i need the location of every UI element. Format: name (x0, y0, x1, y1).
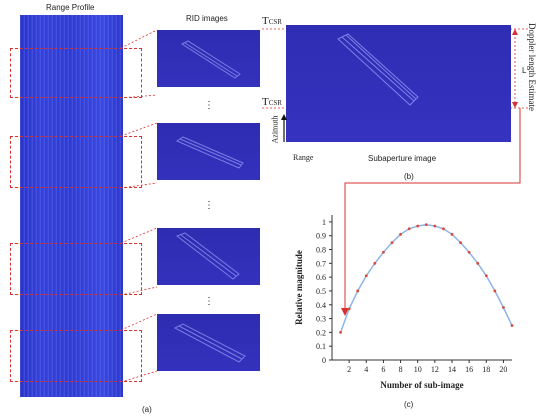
data-point (484, 274, 488, 278)
x-tick-label: 20 (499, 365, 507, 374)
range-profile-title: Range Profile (46, 3, 95, 12)
length-l-label: L (522, 66, 527, 75)
x-tick-label: 2 (347, 365, 351, 374)
x-tick-label: 16 (465, 365, 473, 374)
data-point (493, 289, 497, 293)
y-tick-label: 0.8 (316, 246, 326, 255)
x-tick-label: 6 (381, 365, 385, 374)
y-tick-label: 1 (322, 218, 326, 227)
tcsr-bottom-t: T (262, 96, 269, 108)
panel-b-label: (b) (404, 172, 414, 181)
data-point (510, 324, 514, 327)
data-point (416, 224, 420, 228)
data-point (399, 232, 402, 236)
data-point (459, 241, 462, 245)
rid-image-1 (157, 30, 260, 87)
range-selection-box-2 (10, 136, 142, 188)
y-tick-label: 0.9 (316, 232, 326, 241)
data-point (382, 250, 385, 254)
range-axis-label: Range (293, 153, 314, 162)
data-point (390, 241, 394, 245)
tcsr-top-label: TCSR (262, 15, 282, 27)
series-line (339, 223, 513, 333)
data-point (356, 289, 360, 293)
range-profile-image (20, 15, 123, 397)
data-point (433, 224, 437, 228)
data-point (364, 274, 368, 278)
data-point (373, 261, 377, 265)
data-point (450, 232, 454, 236)
panel-c-label: (c) (404, 400, 414, 409)
y-axis-label: Relative magnitude (294, 250, 304, 325)
y-tick-label: 0.5 (316, 287, 326, 296)
x-axis-label: Number of sub-image (380, 380, 463, 390)
data-point (347, 307, 351, 311)
axis-indicator (281, 114, 287, 142)
y-tick-label: 0.6 (316, 273, 326, 282)
y-tick-label: 0.4 (316, 301, 326, 310)
rid-image-3 (157, 228, 260, 285)
x-tick-label: 12 (431, 365, 439, 374)
y-tick-label: 0.1 (316, 342, 326, 351)
ellipsis-3: ⋮ (204, 296, 214, 307)
tcsr-top-t: T (262, 15, 269, 27)
data-point (442, 227, 445, 231)
data-point (502, 306, 505, 309)
tcsr-bottom-label: TCSR (262, 96, 282, 108)
x-tick-label: 8 (399, 365, 403, 374)
subaperture-image (286, 25, 511, 142)
y-tick-label: 0.7 (316, 259, 326, 268)
panel-a-label: (a) (142, 405, 152, 414)
data-point (467, 250, 471, 254)
range-selection-box-3 (10, 243, 142, 295)
subaperture-caption: Subaperture image (368, 154, 437, 163)
doppler-length-label: Doppler length Estimate (526, 23, 537, 111)
x-tick-label: 10 (414, 365, 422, 374)
tcsr-bottom-sub: CSR (268, 99, 282, 107)
y-tick-label: 0.2 (316, 328, 326, 337)
data-point (476, 261, 480, 265)
ellipsis-2: ⋮ (204, 200, 214, 211)
tcsr-top-sub: CSR (268, 18, 282, 26)
rid-image-4 (157, 314, 260, 371)
x-tick-label: 14 (448, 365, 456, 374)
ellipsis-1: ⋮ (204, 100, 214, 111)
data-point (407, 227, 411, 231)
y-tick-label: 0 (322, 356, 326, 365)
y-tick-label: 0.3 (316, 315, 326, 324)
x-tick-label: 18 (482, 365, 490, 374)
azimuth-label: Azimuth (270, 115, 280, 144)
magnitude-chart: 00.10.20.30.40.50.60.70.80.912 4 6 8 10 12 14 1… (294, 215, 514, 390)
data-point (339, 330, 342, 334)
rid-image-2 (157, 123, 260, 180)
x-tick-label: 4 (364, 365, 368, 374)
range-selection-box-4 (10, 330, 142, 382)
range-selection-box-1 (10, 48, 142, 98)
data-point (424, 223, 428, 227)
rid-images-title: RID images (186, 14, 228, 23)
